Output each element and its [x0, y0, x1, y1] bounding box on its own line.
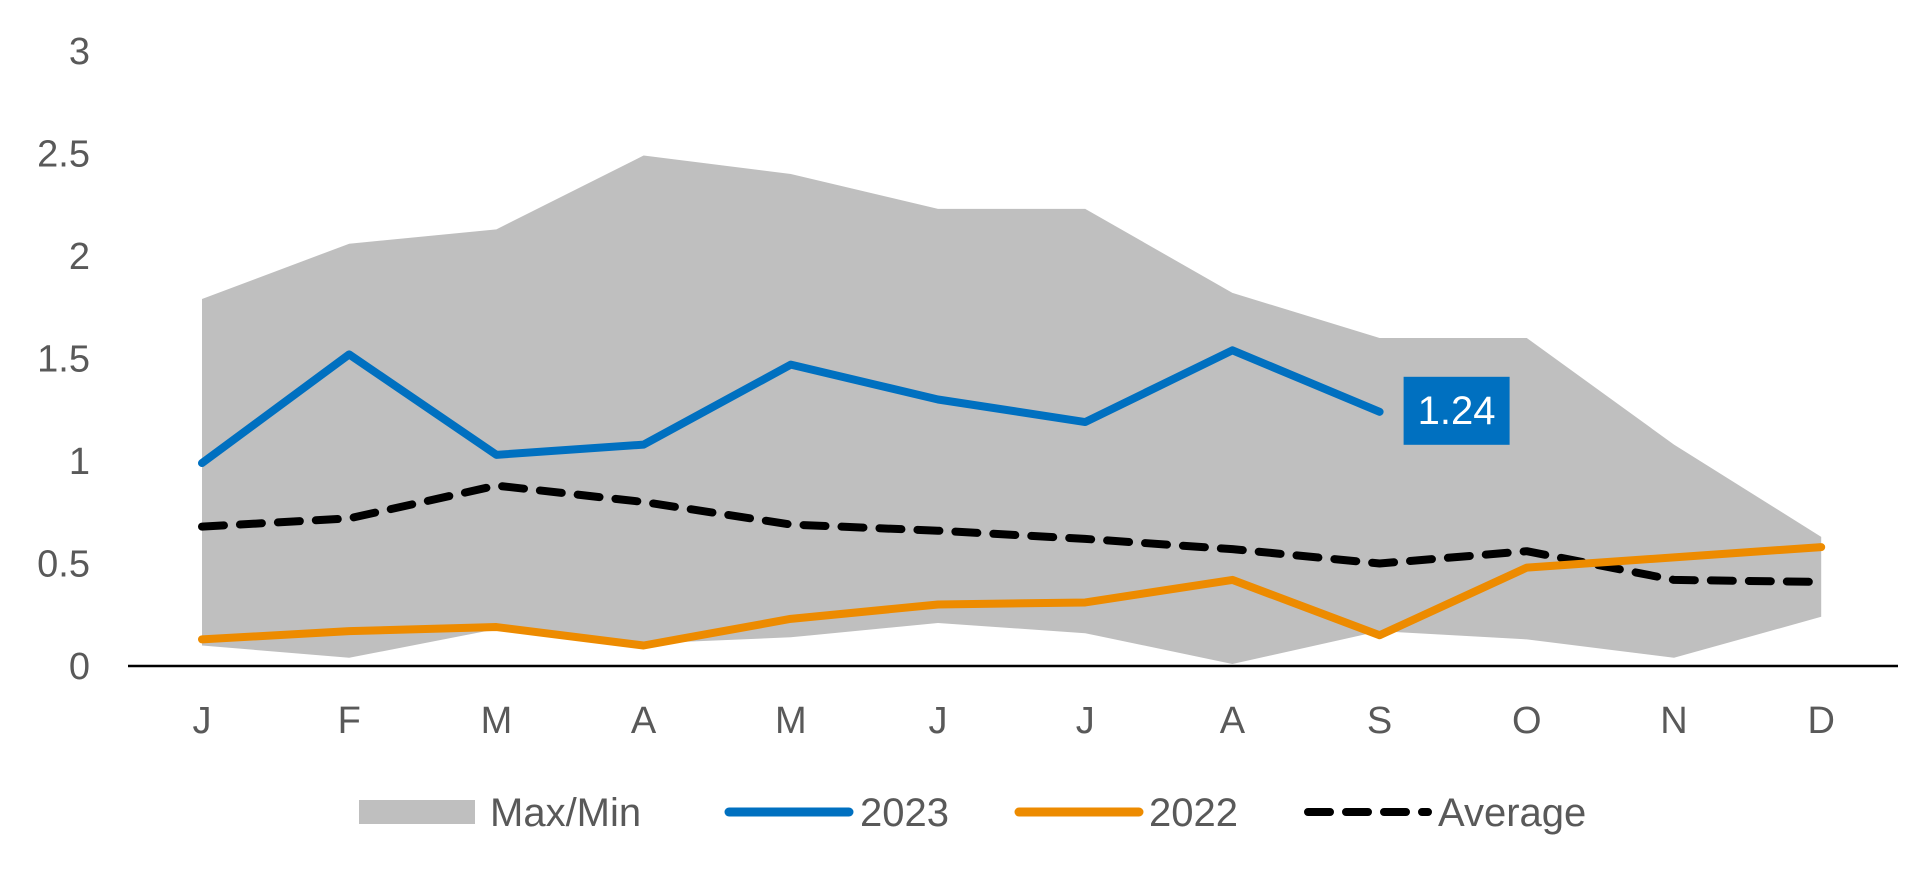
- x-tick-label: A: [631, 700, 657, 742]
- x-tick-label: M: [775, 700, 807, 742]
- legend-label: Max/Min: [490, 791, 641, 835]
- y-tick-label: 1.5: [37, 339, 90, 381]
- y-tick-label: 1: [69, 441, 90, 483]
- y-tick-label: 3: [69, 31, 90, 73]
- legend-label: Average: [1438, 791, 1586, 835]
- legend-label: 2023: [860, 791, 949, 835]
- series-line-2022: [198, 543, 1826, 650]
- y-tick-label: 0: [69, 646, 90, 688]
- x-tick-label: N: [1660, 700, 1687, 742]
- legend-item-2023: 2023: [724, 791, 949, 835]
- x-tick-label: M: [481, 700, 513, 742]
- legend-item-2022: 2022: [1014, 791, 1238, 835]
- legend-swatch: [359, 800, 475, 824]
- x-tick-label: F: [338, 700, 361, 742]
- data-label-text: 1.24: [1418, 389, 1496, 433]
- plot-area: 1.24: [198, 155, 1826, 664]
- x-tick-label: S: [1367, 700, 1392, 742]
- y-tick-label: 0.5: [37, 544, 90, 586]
- y-tick-label: 2.5: [37, 134, 90, 176]
- x-tick-label: J: [1076, 700, 1095, 742]
- x-tick-label: J: [929, 700, 948, 742]
- legend-label: 2022: [1149, 791, 1238, 835]
- x-tick-label: J: [193, 700, 212, 742]
- legend-item-average: Average: [1304, 791, 1586, 835]
- x-tick-label: D: [1807, 700, 1834, 742]
- series-line-average: [198, 481, 1826, 586]
- data-label-box: [1403, 376, 1510, 445]
- legend-item-max-min: Max/Min: [359, 791, 641, 835]
- data-label-2023: 1.24: [1403, 376, 1510, 445]
- x-tick-label: A: [1220, 700, 1246, 742]
- y-tick-label: 2: [69, 236, 90, 278]
- legend: Max/Min 2023 2022 Average: [359, 791, 1586, 835]
- axes: 0 0.5 1 1.5 2 2.5 3 J F M A M J J A S O N D: [37, 31, 1898, 742]
- series-line-2023: [198, 346, 1384, 468]
- x-tick-label: O: [1512, 700, 1542, 742]
